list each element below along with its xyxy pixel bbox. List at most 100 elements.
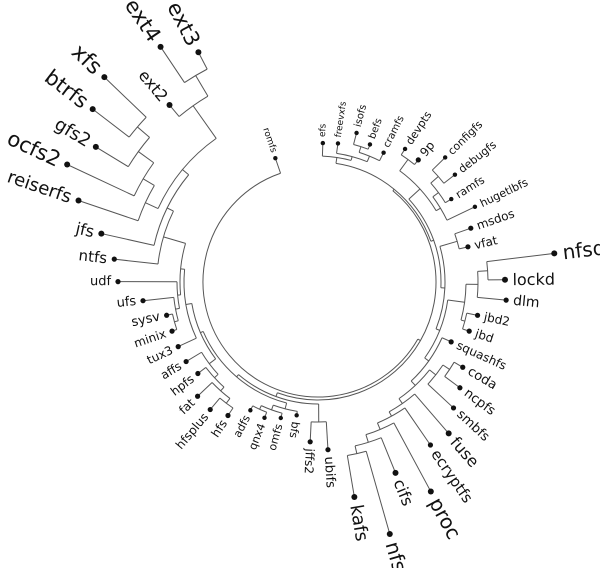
merge-stem xyxy=(429,369,437,376)
leaf-dot-9p xyxy=(415,157,421,163)
merge-stem xyxy=(442,364,450,370)
leaf-label-bfs: bfs xyxy=(287,421,303,440)
merge-arc xyxy=(252,405,267,413)
leaf-label-cramfs: cramfs xyxy=(382,114,407,149)
leaf-dot-adfs xyxy=(248,408,253,413)
leaf-label-efs: efs xyxy=(318,123,328,137)
leaf-label-lockd: lockd xyxy=(512,270,555,290)
leaf-label-ext3: ext3 xyxy=(162,0,205,50)
branch-line-cifs xyxy=(380,437,396,474)
branch-line-affs xyxy=(185,351,202,362)
leaf-label-jbd: jbd xyxy=(472,326,495,345)
merge-arc xyxy=(399,170,437,211)
merge-stem xyxy=(424,357,430,362)
merge-arc xyxy=(202,172,419,398)
leaf-dot-btrfs xyxy=(89,106,96,113)
leaf-dot-devpts xyxy=(402,146,408,152)
leaf-dot-ext4 xyxy=(157,43,164,50)
leaf-label-fat: fat xyxy=(176,396,198,418)
branch-line-tux3 xyxy=(177,337,197,348)
leaf-dot-proc xyxy=(427,488,434,495)
merge-stem xyxy=(376,422,381,430)
branch-line-nfs xyxy=(365,451,391,535)
merge-arc xyxy=(153,174,190,246)
branch-line-debugfs xyxy=(443,174,456,184)
merge-arc xyxy=(400,154,415,165)
leaf-dot-affs xyxy=(183,358,189,365)
merge-stem xyxy=(477,270,488,272)
merge-stem xyxy=(399,159,409,172)
merge-stem xyxy=(365,434,369,443)
merge-stem xyxy=(430,239,434,242)
merge-stem xyxy=(408,188,421,200)
merge-arc xyxy=(410,337,443,382)
merge-stem xyxy=(335,157,338,164)
leaf-dot-nfsd xyxy=(551,250,558,257)
leaf-dot-sysv xyxy=(164,312,170,318)
leaf-label-vfat: vfat xyxy=(473,233,499,252)
merge-stem xyxy=(236,374,239,378)
branch-line-nfsd xyxy=(486,252,555,263)
leaf-dot-smbfs xyxy=(450,405,457,411)
merge-stem xyxy=(142,178,155,186)
merge-stem xyxy=(354,445,358,454)
leaf-dot-jbd2 xyxy=(474,312,481,318)
merge-stem xyxy=(410,380,416,386)
branch-line-reiserfs xyxy=(78,199,139,222)
branch-line-ntfs xyxy=(114,258,159,265)
leaf-dot-debugfs xyxy=(452,172,458,177)
leaf-dot-hfsplus xyxy=(207,406,213,413)
leaf-label-kafs: kafs xyxy=(345,503,372,543)
leaf-label-romfs: romfs xyxy=(260,127,278,155)
leaf-label-ntfs: ntfs xyxy=(78,246,108,267)
merge-stem xyxy=(166,207,174,212)
leaf-label-sysv: sysv xyxy=(130,309,162,330)
merge-stem xyxy=(417,338,421,342)
merge-stem xyxy=(350,156,353,161)
merge-stem xyxy=(430,176,439,184)
leaf-label-hfs: hfs xyxy=(208,417,230,440)
merge-arc xyxy=(133,162,155,197)
leaf-dot-ramfs xyxy=(449,196,454,202)
branch-line-fat xyxy=(197,382,213,397)
merge-stem xyxy=(366,155,370,162)
leaf-dot-ubifs xyxy=(325,447,331,453)
leaf-dot-jbd xyxy=(466,328,472,334)
leaf-label-dlm: dlm xyxy=(512,293,540,311)
merge-arc xyxy=(179,243,187,295)
merge-stem xyxy=(432,192,439,198)
leaf-label-freevxfs: freevxfs xyxy=(334,101,349,139)
leaf-dot-jfs xyxy=(98,230,105,237)
merge-stem xyxy=(200,330,204,334)
leaf-dot-fuse xyxy=(445,430,452,437)
branch-line-smbfs xyxy=(427,383,454,409)
merge-arc xyxy=(184,68,208,83)
leaf-dot-gfs2 xyxy=(92,143,99,150)
leaf-dot-isofs xyxy=(354,130,359,136)
leaf-dot-fat xyxy=(194,393,201,399)
branch-line-proc xyxy=(393,422,432,492)
merge-stem xyxy=(192,105,217,139)
leaf-label-ext4: ext4 xyxy=(120,0,166,46)
merge-arc xyxy=(211,382,231,399)
branch-line-msdos xyxy=(454,227,471,235)
leaf-dot-squashfs xyxy=(448,339,454,345)
branch-line-fuse xyxy=(414,393,450,434)
leaf-dots-layer xyxy=(64,43,558,537)
merge-stem xyxy=(358,146,362,153)
merge-arc xyxy=(335,162,432,242)
leaf-dot-freevxfs xyxy=(335,141,341,146)
branch-line-ubifs xyxy=(325,421,329,450)
leaf-dot-qnx4 xyxy=(262,415,267,421)
leaf-dot-minix xyxy=(169,328,175,334)
merge-arc xyxy=(431,169,445,184)
leaf-dot-reiserfs xyxy=(75,197,82,204)
leaf-dot-ecryptfs xyxy=(427,442,434,448)
merge-arc xyxy=(430,182,446,203)
merge-arc xyxy=(128,116,147,138)
branch-line-dlm xyxy=(477,296,507,301)
merge-arc xyxy=(377,407,406,424)
merge-stem xyxy=(208,358,216,365)
